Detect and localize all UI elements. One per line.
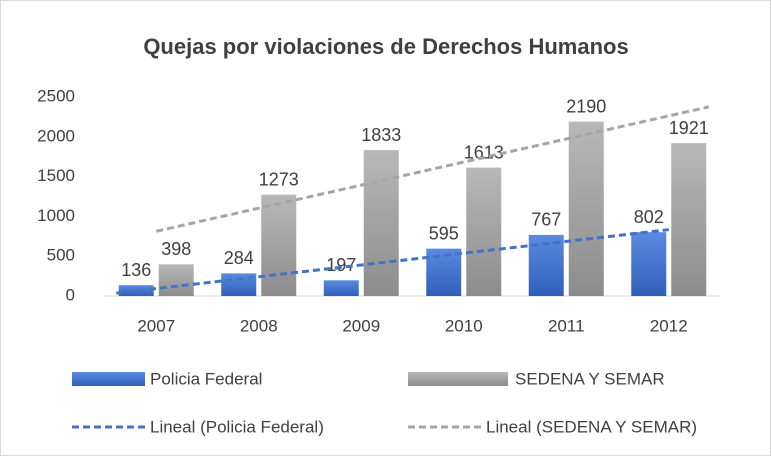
x-tick-label: 2012 — [650, 316, 688, 335]
x-tick-label: 2009 — [342, 316, 380, 335]
value-label: 398 — [161, 239, 191, 259]
legend-swatch — [408, 372, 508, 386]
y-tick-label: 2500 — [37, 86, 75, 105]
value-label: 1921 — [669, 118, 709, 138]
legend-label: SEDENA Y SEMAR — [515, 369, 665, 388]
x-tick-label: 2010 — [445, 316, 483, 335]
value-label: 197 — [326, 255, 356, 275]
y-tick-label: 2000 — [37, 126, 75, 145]
x-tick-label: 2007 — [137, 316, 175, 335]
value-label: 136 — [121, 260, 151, 280]
legend-swatch — [72, 372, 145, 386]
bar — [426, 248, 462, 296]
value-label: 2190 — [566, 96, 606, 116]
bar — [158, 264, 194, 296]
x-tick-label: 2008 — [240, 316, 278, 335]
bar — [631, 232, 667, 296]
bar — [466, 167, 502, 296]
bar — [363, 150, 399, 296]
chart-title: Quejas por violaciones de Derechos Human… — [143, 34, 628, 59]
value-label: 1833 — [361, 125, 401, 145]
bar — [323, 280, 359, 296]
bar — [118, 285, 154, 296]
x-tick-label: 2011 — [548, 316, 585, 335]
bar — [568, 121, 604, 297]
value-label: 802 — [634, 207, 664, 227]
trendline — [116, 228, 669, 295]
value-label: 767 — [531, 210, 561, 230]
y-tick-label: 1500 — [37, 166, 75, 185]
legend-label: Lineal (Policia Federal) — [150, 417, 324, 436]
value-label: 1273 — [259, 169, 299, 189]
trendline — [155, 105, 710, 233]
value-label: 595 — [429, 223, 459, 243]
y-tick-label: 0 — [66, 285, 75, 304]
y-tick-label: 1000 — [37, 206, 75, 225]
legend-label: Policia Federal — [150, 369, 262, 388]
bar — [261, 194, 297, 296]
value-label: 1613 — [464, 142, 504, 162]
value-label: 284 — [224, 248, 254, 268]
legend-label: Lineal (SEDENA Y SEMAR) — [486, 417, 697, 436]
bar — [671, 143, 707, 296]
y-tick-label: 500 — [47, 246, 75, 265]
